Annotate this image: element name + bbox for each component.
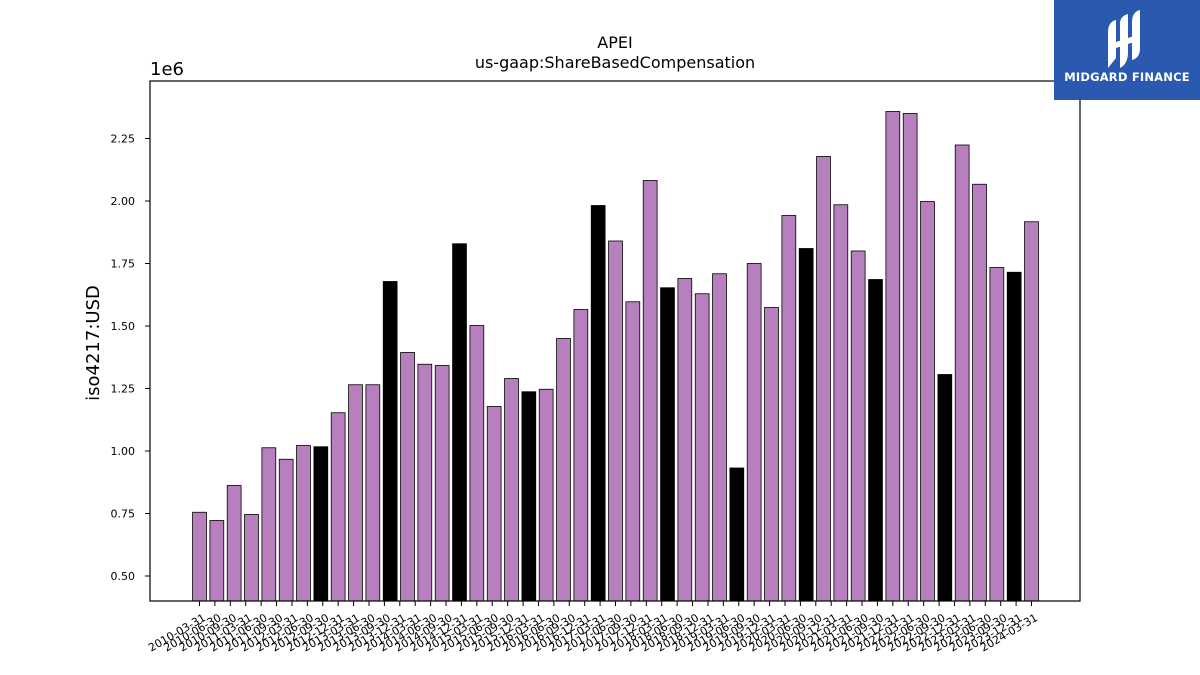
bar-2010-03-31 bbox=[192, 511, 207, 602]
chart-title: APEI bbox=[597, 33, 632, 52]
y-tick-label: 0.50 bbox=[111, 570, 136, 583]
bar-2014-03-31 bbox=[434, 365, 450, 602]
bar-2021-03-31 bbox=[920, 201, 935, 602]
bar-2019-09-30 bbox=[816, 156, 831, 602]
bar-2013-09-30 bbox=[400, 352, 415, 602]
bar-2019-06-30 bbox=[798, 248, 814, 602]
logo-mark-icon bbox=[1108, 10, 1140, 68]
bar-2010-09-30 bbox=[226, 485, 242, 602]
bar-2021-06-30 bbox=[937, 374, 953, 602]
y-tick-label: 0.75 bbox=[111, 508, 136, 521]
bar-2020-06-30 bbox=[868, 279, 883, 602]
y-offset-label: 1e6 bbox=[150, 59, 184, 80]
bar-2019-03-31 bbox=[781, 215, 797, 602]
bar-2020-03-31 bbox=[850, 250, 866, 602]
y-tick-label: 1.00 bbox=[111, 445, 136, 458]
bar-2018-03-31 bbox=[712, 273, 727, 602]
bar-2015-09-30 bbox=[538, 388, 554, 602]
bar-2012-03-31 bbox=[296, 445, 311, 602]
bar-2014-12-31 bbox=[486, 406, 502, 602]
bar-2021-09-30 bbox=[954, 144, 970, 602]
bar-2017-03-31 bbox=[642, 180, 658, 602]
y-ticks-group: 0.50 0.75 1.00 1.25 1.50 1.75 2.00 2.25 bbox=[111, 133, 150, 583]
bar-2015-12-31 bbox=[556, 338, 571, 602]
bar-2022-03-31 bbox=[989, 267, 1005, 602]
bar-2016-09-30 bbox=[608, 240, 623, 602]
bar-2011-06-30 bbox=[261, 447, 277, 602]
bar-2018-12-31 bbox=[764, 307, 779, 602]
bar-2018-06-30 bbox=[729, 467, 745, 602]
bar-2017-09-30 bbox=[677, 278, 693, 602]
bar-2020-09-30 bbox=[885, 111, 901, 602]
bar-2015-03-31 bbox=[504, 378, 519, 602]
bar-2011-03-31 bbox=[244, 514, 259, 602]
bar-2020-12-31 bbox=[902, 113, 918, 602]
bar-2014-09-30 bbox=[469, 325, 485, 602]
y-tick-label: 1.50 bbox=[111, 320, 136, 333]
bar-2015-06-30 bbox=[521, 391, 537, 602]
bar-2019-12-31 bbox=[833, 204, 849, 602]
y-tick-label: 1.75 bbox=[111, 258, 136, 271]
bar-2011-09-30 bbox=[278, 458, 294, 602]
bar-2012-06-30 bbox=[313, 446, 329, 602]
bar-2016-06-30 bbox=[590, 205, 606, 602]
bar-2012-09-30 bbox=[330, 412, 346, 602]
y-tick-label: 2.00 bbox=[111, 195, 136, 208]
y-tick-label: 1.25 bbox=[111, 383, 136, 396]
bar-2017-12-31 bbox=[694, 293, 710, 602]
chart-subtitle: us-gaap:ShareBasedCompensation bbox=[475, 53, 755, 72]
bar-2022-06-30 bbox=[1006, 271, 1022, 602]
bars-group bbox=[192, 111, 1039, 602]
bar-2016-03-31 bbox=[573, 309, 589, 602]
bar-2010-06-30 bbox=[209, 520, 225, 602]
logo-text: MIDGARD FINANCE bbox=[1064, 70, 1190, 84]
plot-frame bbox=[149, 80, 1081, 602]
bar-2012-12-31 bbox=[348, 384, 363, 602]
bar-2021-12-31 bbox=[972, 183, 987, 602]
bar-2022-09-30 bbox=[1024, 221, 1039, 602]
bar-2014-06-30 bbox=[452, 243, 467, 602]
bar-2013-06-30 bbox=[382, 281, 398, 602]
bar-2018-09-30 bbox=[746, 263, 762, 602]
bar-2013-03-31 bbox=[365, 384, 381, 602]
bar-2016-12-31 bbox=[625, 301, 641, 602]
x-ticks-group: 2010-03-312010-06-302010-09-302011-03-31… bbox=[146, 601, 1040, 654]
midgard-finance-logo: MIDGARD FINANCE bbox=[1054, 0, 1200, 100]
bar-2013-12-31 bbox=[417, 363, 433, 602]
y-axis-label: iso4217:USD bbox=[83, 285, 104, 401]
y-tick-label: 2.25 bbox=[111, 133, 136, 146]
bar-2017-06-30 bbox=[660, 287, 675, 602]
